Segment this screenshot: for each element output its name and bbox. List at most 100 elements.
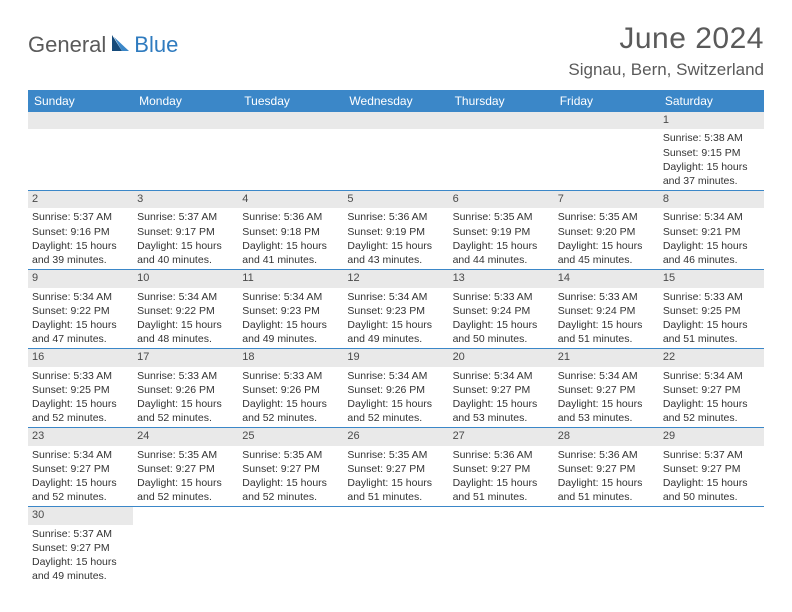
day-content: Sunrise: 5:36 AMSunset: 9:19 PMDaylight:… xyxy=(343,208,448,269)
sunset-text: Sunset: 9:25 PM xyxy=(663,304,760,318)
day-content: Sunrise: 5:33 AMSunset: 9:24 PMDaylight:… xyxy=(554,288,659,349)
day-number: 16 xyxy=(28,349,133,366)
daylight-text: Daylight: 15 hours and 45 minutes. xyxy=(558,239,655,267)
sunset-text: Sunset: 9:16 PM xyxy=(32,225,129,239)
day-content: Sunrise: 5:34 AMSunset: 9:23 PMDaylight:… xyxy=(343,288,448,349)
sunrise-text: Sunrise: 5:37 AM xyxy=(137,210,234,224)
day-number: 11 xyxy=(238,270,343,287)
day-content: Sunrise: 5:37 AMSunset: 9:17 PMDaylight:… xyxy=(133,208,238,269)
daylight-text: Daylight: 15 hours and 46 minutes. xyxy=(663,239,760,267)
daynum-bar-empty xyxy=(28,112,133,129)
sunset-text: Sunset: 9:24 PM xyxy=(558,304,655,318)
sunrise-text: Sunrise: 5:34 AM xyxy=(32,448,129,462)
day-content: Sunrise: 5:33 AMSunset: 9:25 PMDaylight:… xyxy=(659,288,764,349)
sunset-text: Sunset: 9:20 PM xyxy=(558,225,655,239)
day-number: 7 xyxy=(554,191,659,208)
daylight-text: Daylight: 15 hours and 51 minutes. xyxy=(347,476,444,504)
day-content: Sunrise: 5:34 AMSunset: 9:26 PMDaylight:… xyxy=(343,367,448,428)
sunset-text: Sunset: 9:27 PM xyxy=(137,462,234,476)
day-number: 15 xyxy=(659,270,764,287)
calendar-cell: 3Sunrise: 5:37 AMSunset: 9:17 PMDaylight… xyxy=(133,191,238,270)
day-content: Sunrise: 5:38 AMSunset: 9:15 PMDaylight:… xyxy=(659,129,764,190)
calendar-cell: 15Sunrise: 5:33 AMSunset: 9:25 PMDayligh… xyxy=(659,270,764,349)
calendar-cell-empty xyxy=(28,112,133,191)
calendar-cell-empty xyxy=(449,112,554,191)
calendar-row: 9Sunrise: 5:34 AMSunset: 9:22 PMDaylight… xyxy=(28,270,764,349)
day-number: 9 xyxy=(28,270,133,287)
day-number: 20 xyxy=(449,349,554,366)
sunset-text: Sunset: 9:26 PM xyxy=(137,383,234,397)
sail-icon xyxy=(109,33,131,58)
day-number: 22 xyxy=(659,349,764,366)
day-content: Sunrise: 5:34 AMSunset: 9:22 PMDaylight:… xyxy=(133,288,238,349)
day-number: 26 xyxy=(343,428,448,445)
sunset-text: Sunset: 9:27 PM xyxy=(453,462,550,476)
calendar-row: 16Sunrise: 5:33 AMSunset: 9:25 PMDayligh… xyxy=(28,349,764,428)
calendar-row: 1Sunrise: 5:38 AMSunset: 9:15 PMDaylight… xyxy=(28,112,764,191)
calendar-cell: 12Sunrise: 5:34 AMSunset: 9:23 PMDayligh… xyxy=(343,270,448,349)
calendar-cell: 17Sunrise: 5:33 AMSunset: 9:26 PMDayligh… xyxy=(133,349,238,428)
sunset-text: Sunset: 9:27 PM xyxy=(663,462,760,476)
sunrise-text: Sunrise: 5:36 AM xyxy=(347,210,444,224)
sunrise-text: Sunrise: 5:34 AM xyxy=(453,369,550,383)
daylight-text: Daylight: 15 hours and 52 minutes. xyxy=(242,476,339,504)
sunrise-text: Sunrise: 5:38 AM xyxy=(663,131,760,145)
day-content: Sunrise: 5:35 AMSunset: 9:27 PMDaylight:… xyxy=(343,446,448,507)
sunset-text: Sunset: 9:22 PM xyxy=(32,304,129,318)
sunset-text: Sunset: 9:27 PM xyxy=(32,462,129,476)
day-content: Sunrise: 5:34 AMSunset: 9:27 PMDaylight:… xyxy=(659,367,764,428)
calendar-cell: 5Sunrise: 5:36 AMSunset: 9:19 PMDaylight… xyxy=(343,191,448,270)
calendar-cell-empty xyxy=(133,112,238,191)
day-number: 5 xyxy=(343,191,448,208)
weekday-header: Tuesday xyxy=(238,90,343,112)
daynum-bar-empty xyxy=(449,112,554,129)
day-number: 14 xyxy=(554,270,659,287)
daylight-text: Daylight: 15 hours and 49 minutes. xyxy=(32,555,129,583)
day-content: Sunrise: 5:34 AMSunset: 9:23 PMDaylight:… xyxy=(238,288,343,349)
sunrise-text: Sunrise: 5:34 AM xyxy=(137,290,234,304)
day-number: 25 xyxy=(238,428,343,445)
sunrise-text: Sunrise: 5:33 AM xyxy=(242,369,339,383)
day-content: Sunrise: 5:35 AMSunset: 9:19 PMDaylight:… xyxy=(449,208,554,269)
page-title: June 2024 xyxy=(568,22,764,56)
daylight-text: Daylight: 15 hours and 50 minutes. xyxy=(663,476,760,504)
calendar-cell: 16Sunrise: 5:33 AMSunset: 9:25 PMDayligh… xyxy=(28,349,133,428)
day-number: 3 xyxy=(133,191,238,208)
day-number: 29 xyxy=(659,428,764,445)
day-content: Sunrise: 5:37 AMSunset: 9:27 PMDaylight:… xyxy=(659,446,764,507)
daylight-text: Daylight: 15 hours and 37 minutes. xyxy=(663,160,760,188)
calendar-cell-empty xyxy=(449,507,554,586)
calendar-cell-empty xyxy=(238,507,343,586)
daylight-text: Daylight: 15 hours and 52 minutes. xyxy=(32,476,129,504)
sunset-text: Sunset: 9:27 PM xyxy=(453,383,550,397)
calendar-cell: 10Sunrise: 5:34 AMSunset: 9:22 PMDayligh… xyxy=(133,270,238,349)
calendar-table: SundayMondayTuesdayWednesdayThursdayFrid… xyxy=(28,90,764,585)
calendar-cell: 27Sunrise: 5:36 AMSunset: 9:27 PMDayligh… xyxy=(449,428,554,507)
daylight-text: Daylight: 15 hours and 52 minutes. xyxy=(32,397,129,425)
day-content: Sunrise: 5:37 AMSunset: 9:27 PMDaylight:… xyxy=(28,525,133,586)
daylight-text: Daylight: 15 hours and 52 minutes. xyxy=(347,397,444,425)
sunset-text: Sunset: 9:23 PM xyxy=(347,304,444,318)
day-number: 27 xyxy=(449,428,554,445)
sunset-text: Sunset: 9:25 PM xyxy=(32,383,129,397)
day-content: Sunrise: 5:34 AMSunset: 9:21 PMDaylight:… xyxy=(659,208,764,269)
day-content: Sunrise: 5:36 AMSunset: 9:27 PMDaylight:… xyxy=(554,446,659,507)
day-number: 28 xyxy=(554,428,659,445)
daynum-bar-empty xyxy=(238,112,343,129)
daylight-text: Daylight: 15 hours and 43 minutes. xyxy=(347,239,444,267)
daynum-bar-empty xyxy=(343,112,448,129)
sunset-text: Sunset: 9:23 PM xyxy=(242,304,339,318)
sunrise-text: Sunrise: 5:34 AM xyxy=(663,369,760,383)
logo-text-blue: Blue xyxy=(134,32,178,58)
daylight-text: Daylight: 15 hours and 52 minutes. xyxy=(137,476,234,504)
calendar-row: 2Sunrise: 5:37 AMSunset: 9:16 PMDaylight… xyxy=(28,191,764,270)
sunrise-text: Sunrise: 5:36 AM xyxy=(558,448,655,462)
day-content: Sunrise: 5:36 AMSunset: 9:27 PMDaylight:… xyxy=(449,446,554,507)
sunrise-text: Sunrise: 5:33 AM xyxy=(558,290,655,304)
sunset-text: Sunset: 9:27 PM xyxy=(242,462,339,476)
calendar-cell: 6Sunrise: 5:35 AMSunset: 9:19 PMDaylight… xyxy=(449,191,554,270)
weekday-header: Sunday xyxy=(28,90,133,112)
sunset-text: Sunset: 9:15 PM xyxy=(663,146,760,160)
sunrise-text: Sunrise: 5:36 AM xyxy=(242,210,339,224)
day-content: Sunrise: 5:33 AMSunset: 9:25 PMDaylight:… xyxy=(28,367,133,428)
